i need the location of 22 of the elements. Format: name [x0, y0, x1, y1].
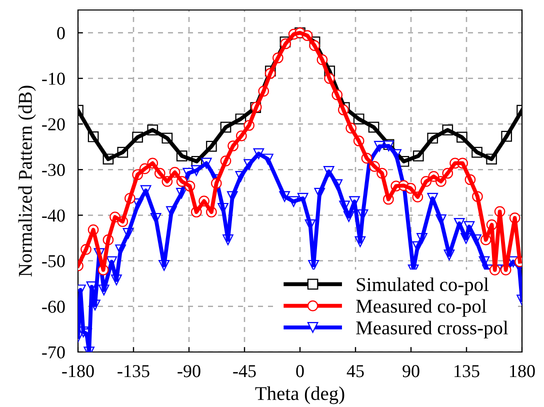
y-tick-label: -40 — [42, 209, 65, 222]
x-tick-label: 0 — [296, 365, 304, 378]
y-tick-label: -30 — [42, 164, 65, 176]
y-axis-title: Normalized Pattern (dB) — [18, 86, 36, 277]
x-tick-label: 90 — [402, 365, 420, 378]
x-tick-label: -135 — [118, 365, 150, 378]
legend-label: Measured co-pol — [356, 299, 486, 317]
y-tick-label: -50 — [42, 255, 65, 268]
y-tick-label: 0 — [57, 27, 65, 40]
y-tick-label: -70 — [42, 346, 65, 358]
x-tick-label: 180 — [510, 365, 535, 378]
y-tick-label: -60 — [42, 300, 65, 313]
x-axis-title: Theta (deg) — [255, 386, 344, 404]
y-tick-label: -20 — [42, 118, 65, 130]
x-tick-label: -45 — [233, 365, 256, 378]
x-tick-label: -180 — [62, 365, 94, 378]
legend-label: Simulated co-pol — [356, 277, 489, 296]
legend-label: Measured cross-pol — [356, 320, 508, 338]
y-tick-label: -10 — [42, 72, 65, 85]
x-tick-label: 45 — [346, 365, 364, 378]
x-tick-label: -90 — [178, 365, 200, 378]
x-tick-label: 135 — [454, 365, 480, 378]
